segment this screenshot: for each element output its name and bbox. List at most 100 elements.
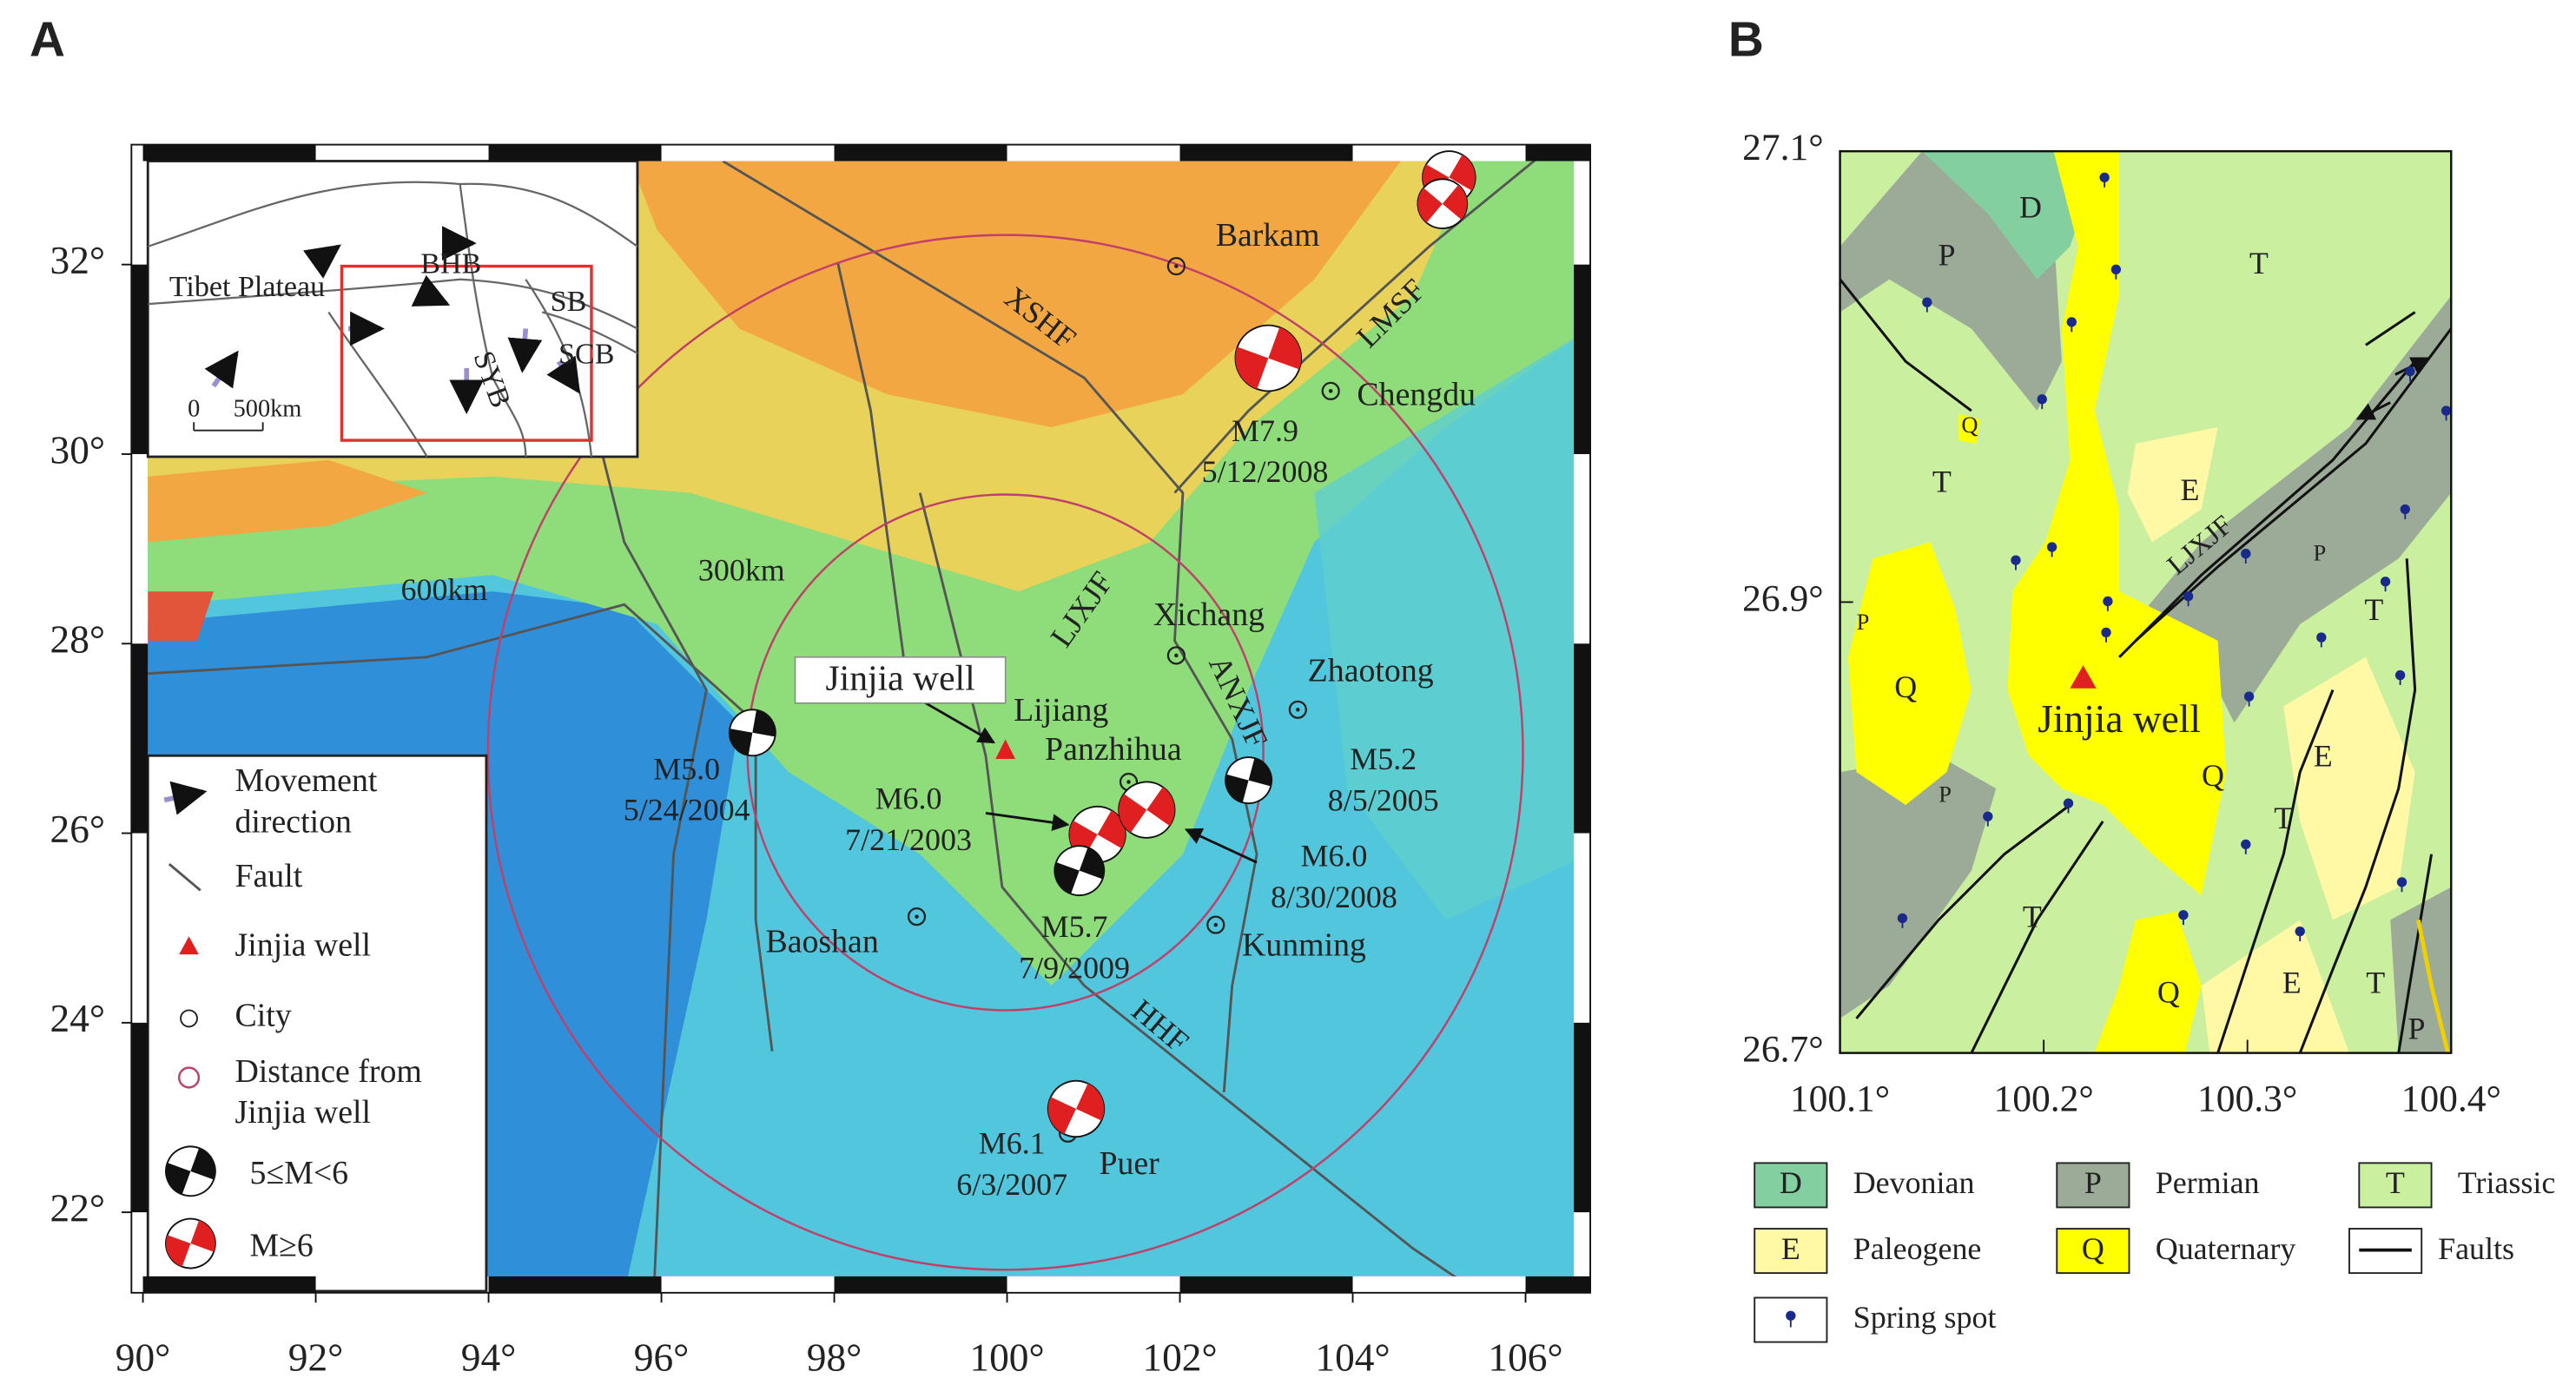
legend-text: Paleogene (1853, 1231, 1982, 1266)
eq-date: 8/5/2005 (1328, 782, 1439, 817)
ball-quadrant (1417, 184, 1468, 223)
spring-spot (2243, 691, 2255, 702)
city-dot (915, 914, 919, 919)
x-tick-label: 100.1° (1790, 1078, 1890, 1119)
legend-text: Fault (234, 858, 302, 894)
eq-date: 5/24/2004 (624, 793, 750, 828)
border-band (131, 643, 149, 834)
focal-mechanism (1118, 781, 1176, 839)
unit-label: P (1939, 781, 1952, 808)
inset-label: SB (551, 286, 587, 318)
well-label: Jinjia well (2038, 697, 2201, 741)
distance-label: 600km (401, 572, 488, 607)
city-dot (1174, 264, 1179, 268)
city-marker (907, 907, 927, 927)
eq-magnitude: M6.0 (875, 781, 942, 815)
legend-text: Triassic (2458, 1165, 2556, 1200)
focal-mechanism (165, 1217, 216, 1269)
x-tick-label: 90° (116, 1336, 171, 1380)
legend-code: E (1781, 1231, 1800, 1266)
eq-magnitude: M7.9 (1232, 413, 1298, 448)
y-tick-label: 32° (50, 239, 106, 282)
distance-label: 300km (698, 553, 785, 588)
border-band (1574, 264, 1591, 454)
well-marker (995, 739, 1015, 760)
eq-magnitude: M6.0 (1301, 839, 1368, 874)
eq-magnitude: M6.1 (979, 1126, 1046, 1161)
x-tick-label: 106° (1488, 1336, 1562, 1380)
legend-swatch (2056, 1228, 2130, 1275)
unit-label: P (2408, 1011, 2426, 1045)
unit-label: T (2249, 246, 2269, 280)
focal-mechanism (728, 709, 776, 757)
unit-label: Q (2202, 758, 2224, 793)
y-tick-label: 30° (50, 428, 106, 471)
border-band (1179, 144, 1353, 162)
scale-label: 500km (234, 396, 302, 423)
focal-mechanism (1417, 178, 1469, 230)
legend-text: Jinjia well (234, 927, 371, 963)
well-marker (2070, 665, 2097, 689)
eq-magnitude: M5.2 (1350, 742, 1417, 776)
x-tick-label: 98° (807, 1336, 862, 1380)
focal-mechanism (1234, 324, 1303, 392)
unit-label: Q (1961, 412, 1978, 438)
city-label: Kunming (1242, 927, 1366, 963)
legend-text: Faults (2438, 1231, 2514, 1266)
ball-quadrant (1047, 1083, 1105, 1135)
border-band (488, 144, 662, 162)
unit-label: Q (2157, 975, 2180, 1010)
inset-label: BHB (420, 247, 481, 280)
unit-label: T (2366, 965, 2385, 999)
spring-spot (2295, 926, 2305, 937)
unit-label: T (2023, 900, 2042, 934)
inset-label: SCB (558, 338, 614, 370)
border-band (1574, 643, 1591, 834)
city-label: Baoshan (765, 923, 878, 959)
ball-quadrant (1054, 847, 1105, 894)
city-dot (1213, 922, 1219, 927)
unit-label: P (1857, 609, 1870, 635)
well-label-box (794, 656, 1007, 704)
legend-text: 5≤M<6 (250, 1155, 349, 1191)
y-tick-label: 26.7° (1742, 1029, 1824, 1071)
inset-label: Tibet Plateau (169, 271, 325, 303)
border-band (142, 1276, 316, 1293)
legend-a (146, 754, 488, 1293)
eq-date: 7/9/2009 (1019, 950, 1130, 985)
legend-code: Q (2082, 1231, 2104, 1266)
unit-label: T (2274, 801, 2293, 835)
legend-text: Jinjia well (234, 1094, 371, 1131)
eq-date: 6/3/2007 (956, 1167, 1067, 1202)
border-band (834, 1276, 1007, 1293)
y-tick-label: 27.1° (1742, 127, 1824, 168)
city-label: Lijiang (1014, 692, 1108, 729)
city-label: Barkam (1216, 217, 1320, 254)
city-marker (1288, 700, 1307, 719)
eq-date: 7/21/2003 (845, 822, 972, 857)
unit-label: T (2364, 592, 2383, 627)
focal-mechanism (1054, 845, 1106, 896)
focal-mechanism (1225, 756, 1273, 805)
legend-city (180, 1009, 198, 1028)
legend-swatch (2056, 1162, 2130, 1209)
legend-text: City (234, 998, 291, 1034)
city-dot (1126, 780, 1131, 784)
focal-mechanism (1047, 1079, 1106, 1138)
border-band (1179, 1276, 1353, 1293)
city-label: Chengdu (1357, 377, 1476, 413)
geology (1840, 151, 2452, 1053)
legend-text: M≥6 (250, 1227, 314, 1263)
x-tick-label: 100.4° (2401, 1078, 2501, 1119)
city-dot (1296, 708, 1300, 712)
x-tick-label: 102° (1142, 1336, 1217, 1380)
focal-mechanism (165, 1145, 216, 1197)
border-band (131, 264, 149, 454)
x-tick-label: 100.3° (2197, 1078, 2297, 1119)
x-tick-label: 100.2° (1993, 1078, 2093, 1119)
city-marker (1166, 646, 1186, 665)
border-band (1574, 1022, 1591, 1213)
city-label: Zhaotong (1308, 652, 1434, 689)
unit-label: T (1932, 464, 1952, 498)
arrows (919, 698, 1258, 864)
